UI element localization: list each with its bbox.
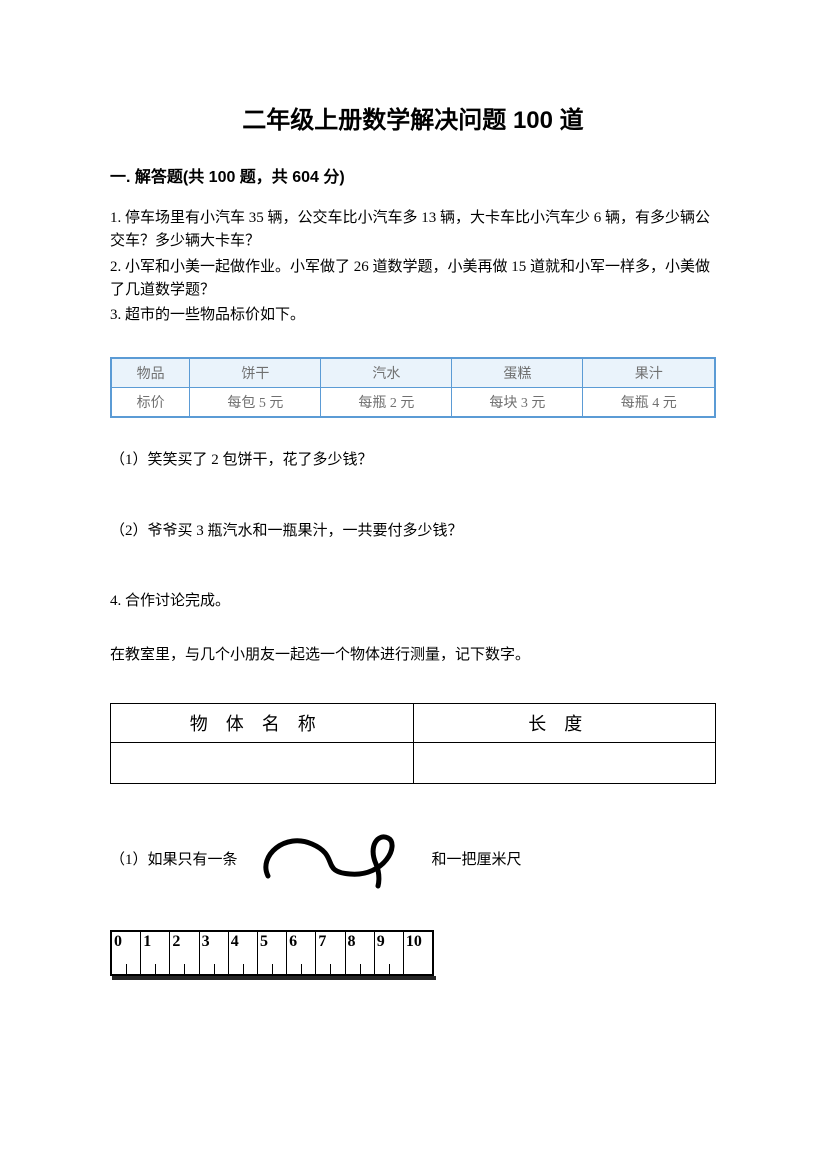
ruler-minor-tick <box>214 964 215 974</box>
price-cell: 每瓶 2 元 <box>321 388 452 418</box>
ruler-tick-number: 2 <box>172 933 180 951</box>
ruler-minor-tick <box>330 964 331 974</box>
question-4: 4. 合作讨论完成。 <box>110 590 716 613</box>
ruler-minor-tick <box>126 964 127 974</box>
ruler-minor-tick <box>360 964 361 974</box>
ruler-tick: 7 <box>315 932 344 974</box>
ruler-tick: 2 <box>169 932 198 974</box>
price-table: 物品 饼干 汽水 蛋糕 果汁 标价 每包 5 元 每瓶 2 元 每块 3 元 每… <box>110 357 716 418</box>
price-cell: 每块 3 元 <box>452 388 583 418</box>
ruler-tick-number: 0 <box>114 933 122 951</box>
ruler-tick-number: 1 <box>143 933 151 951</box>
question-2: 2. 小军和小美一起做作业。小军做了 26 道数学题，小美再做 15 道就和小军… <box>110 256 716 303</box>
ruler-tick: 9 <box>374 932 403 974</box>
price-header-cell: 饼干 <box>190 358 321 388</box>
price-header-cell: 汽水 <box>321 358 452 388</box>
price-cell: 标价 <box>111 388 190 418</box>
measure-header-cell: 长度 <box>413 703 716 742</box>
measure-table-header-row: 物体名称 长度 <box>111 703 716 742</box>
ruler-tick: 4 <box>228 932 257 974</box>
question-3: 3. 超市的一些物品标价如下。 <box>110 304 716 327</box>
ruler-tick: 1 <box>140 932 169 974</box>
ruler-figure: 0 1 2 3 4 5 6 7 8 9 10 <box>110 930 716 980</box>
question-1: 1. 停车场里有小汽车 35 辆，公交车比小汽车多 13 辆，大卡车比小汽车少 … <box>110 207 716 254</box>
price-cell: 每瓶 4 元 <box>583 388 715 418</box>
string-curve-icon <box>250 824 420 894</box>
page-title: 二年级上册数学解决问题 100 道 <box>110 100 716 135</box>
price-cell: 每包 5 元 <box>190 388 321 418</box>
ruler-tick-number: 6 <box>289 933 297 951</box>
question-4-1: （1）如果只有一条 和一把厘米尺 <box>110 824 716 894</box>
ruler-minor-tick <box>155 964 156 974</box>
ruler-tick: 6 <box>286 932 315 974</box>
measure-cell <box>111 742 414 783</box>
q4-1-suffix: 和一把厘米尺 <box>432 848 522 869</box>
question-3-1: （1）笑笑买了 2 包饼干，花了多少钱？ <box>110 448 716 469</box>
ruler-tick: 8 <box>345 932 374 974</box>
ruler-tick: 10 <box>403 932 432 974</box>
ruler-minor-tick <box>389 964 390 974</box>
question-3-2: （2）爷爷买 3 瓶汽水和一瓶果汁，一共要付多少钱？ <box>110 519 716 540</box>
ruler-tick-number: 9 <box>377 933 385 951</box>
measure-cell <box>413 742 716 783</box>
measure-header-cell: 物体名称 <box>111 703 414 742</box>
measure-table: 物体名称 长度 <box>110 703 716 784</box>
ruler-shadow <box>112 976 436 980</box>
price-table-row: 标价 每包 5 元 每瓶 2 元 每块 3 元 每瓶 4 元 <box>111 388 715 418</box>
q4-1-prefix: （1）如果只有一条 <box>110 848 238 869</box>
worksheet-page: 二年级上册数学解决问题 100 道 一. 解答题(共 100 题，共 604 分… <box>0 0 826 980</box>
price-table-header-row: 物品 饼干 汽水 蛋糕 果汁 <box>111 358 715 388</box>
ruler-tick-number: 7 <box>318 933 326 951</box>
ruler-minor-tick <box>184 964 185 974</box>
question-4-intro: 在教室里，与几个小朋友一起选一个物体进行测量，记下数字。 <box>110 644 716 667</box>
ruler-tick-number: 8 <box>348 933 356 951</box>
section-header: 一. 解答题(共 100 题，共 604 分) <box>110 163 716 187</box>
ruler-tick: 5 <box>257 932 286 974</box>
ruler-icon: 0 1 2 3 4 5 6 7 8 9 10 <box>110 930 434 976</box>
ruler-minor-tick <box>301 964 302 974</box>
price-header-cell: 果汁 <box>583 358 715 388</box>
ruler-minor-tick <box>272 964 273 974</box>
ruler-tick-number: 3 <box>202 933 210 951</box>
price-header-cell: 蛋糕 <box>452 358 583 388</box>
ruler-tick-number: 10 <box>406 933 422 951</box>
ruler-tick: 0 <box>112 932 140 974</box>
price-header-cell: 物品 <box>111 358 190 388</box>
measure-table-row <box>111 742 716 783</box>
ruler-tick: 3 <box>199 932 228 974</box>
ruler-minor-tick <box>243 964 244 974</box>
ruler-tick-number: 5 <box>260 933 268 951</box>
ruler-tick-number: 4 <box>231 933 239 951</box>
